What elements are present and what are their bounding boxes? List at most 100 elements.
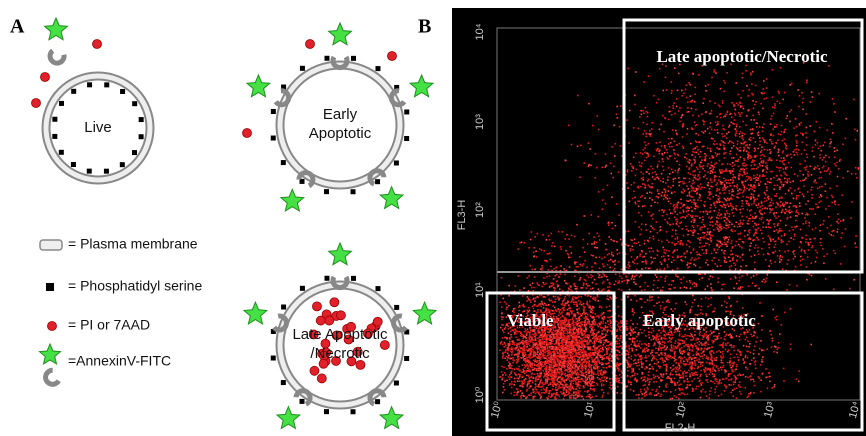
event-dot <box>539 342 541 344</box>
event-dot <box>638 186 640 188</box>
event-dot <box>588 353 590 355</box>
event-dot <box>719 224 721 226</box>
event-dot <box>708 182 710 184</box>
event-dot <box>583 162 585 164</box>
event-dot <box>555 387 557 389</box>
event-dot <box>729 164 731 166</box>
event-dot <box>754 164 756 166</box>
event-dot <box>597 315 599 317</box>
event-dot <box>789 230 791 232</box>
event-dot <box>633 167 635 169</box>
event-dot <box>748 218 750 220</box>
event-dot <box>567 326 569 328</box>
event-dot <box>597 216 599 218</box>
event-dot <box>690 263 692 265</box>
event-dot <box>729 236 731 238</box>
event-dot <box>536 368 538 370</box>
event-dot <box>761 175 763 177</box>
event-dot <box>547 346 549 348</box>
event-dot <box>578 349 580 351</box>
event-dot <box>626 182 628 184</box>
event-dot <box>509 358 511 360</box>
event-dot <box>529 363 531 365</box>
event-dot <box>573 383 575 385</box>
event-dot <box>636 169 638 171</box>
event-dot <box>616 203 618 205</box>
phosphatidyl-serine <box>59 101 64 106</box>
event-dot <box>823 256 825 258</box>
event-dot <box>640 186 642 188</box>
event-dot <box>584 322 586 324</box>
event-dot <box>773 252 775 254</box>
event-dot <box>662 154 664 156</box>
event-dot <box>697 199 699 201</box>
event-dot <box>530 351 532 353</box>
phosphatidyl-serine <box>120 162 125 167</box>
event-dot <box>752 189 754 191</box>
event-dot <box>712 260 714 262</box>
event-dot <box>771 143 773 145</box>
event-dot <box>593 352 595 354</box>
event-dot <box>687 195 689 197</box>
event-dot <box>737 94 739 96</box>
event-dot <box>659 210 661 212</box>
event-dot <box>590 385 592 387</box>
event-dot <box>595 365 597 367</box>
event-dot <box>506 303 508 305</box>
event-dot <box>748 152 750 154</box>
event-dot <box>752 194 754 196</box>
event-dot <box>714 129 716 131</box>
event-dot <box>546 366 548 368</box>
event-dot <box>586 340 588 342</box>
event-dot <box>594 352 596 354</box>
event-dot <box>674 191 676 193</box>
event-dot <box>750 188 752 190</box>
event-dot <box>587 349 589 351</box>
event-dot <box>609 355 611 357</box>
event-dot <box>607 320 609 322</box>
event-dot <box>709 158 711 160</box>
event-dot <box>633 328 635 330</box>
event-dot <box>587 358 589 360</box>
event-dot <box>538 347 540 349</box>
event-dot <box>557 296 559 298</box>
event-dot <box>597 372 599 374</box>
phosphatidyl-serine <box>52 134 57 139</box>
event-dot <box>740 131 742 133</box>
event-dot <box>801 237 803 239</box>
event-dot <box>585 354 587 356</box>
event-dot <box>627 187 629 189</box>
event-dot <box>789 284 791 286</box>
event-dot <box>830 234 832 236</box>
event-dot <box>690 101 692 103</box>
event-dot <box>545 334 547 336</box>
event-dot <box>717 281 719 283</box>
event-dot <box>563 332 565 334</box>
event-dot <box>576 318 578 320</box>
event-dot <box>826 197 828 199</box>
event-dot <box>541 295 543 297</box>
event-dot <box>564 367 566 369</box>
event-dot <box>663 211 665 213</box>
event-dot <box>596 242 598 244</box>
event-dot <box>835 165 837 167</box>
event-dot <box>526 371 528 373</box>
event-dot <box>815 261 817 263</box>
event-dot <box>833 103 835 105</box>
event-dot <box>806 279 808 281</box>
event-dot <box>799 123 801 125</box>
event-dot <box>722 125 724 127</box>
event-dot <box>602 208 604 210</box>
event-dot <box>715 72 717 74</box>
event-dot <box>817 252 819 254</box>
event-dot <box>702 102 704 104</box>
event-dot <box>579 303 581 305</box>
event-dot <box>741 200 743 202</box>
event-dot <box>691 206 693 208</box>
event-dot <box>571 372 573 374</box>
event-dot <box>701 113 703 115</box>
pi-dot <box>32 99 41 108</box>
event-dot <box>703 236 705 238</box>
event-dot <box>514 381 516 383</box>
event-dot <box>707 184 709 186</box>
